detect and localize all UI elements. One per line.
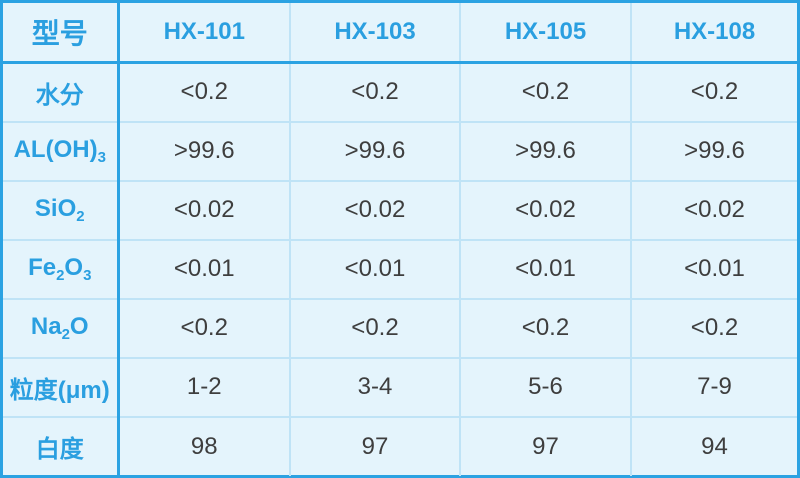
row-label: AL(OH)3 [3, 120, 120, 182]
value-cell: 94 [630, 415, 797, 476]
value-cell: 3-4 [289, 356, 461, 418]
value-cell: <0.2 [459, 61, 632, 123]
model-header: HX-108 [630, 3, 797, 64]
value-cell: >99.6 [459, 120, 632, 182]
table-row: Fe2O3 <0.01 <0.01 <0.01 <0.01 [3, 238, 797, 300]
value-cell: <0.01 [117, 238, 291, 300]
value-cell: >99.6 [630, 120, 797, 182]
value-cell: <0.2 [459, 297, 632, 359]
row-label: 水分 [3, 61, 120, 123]
label-text: O [69, 313, 89, 340]
label-text: 水分 [35, 81, 84, 109]
value-cell: <0.01 [289, 238, 461, 300]
value-cell: <0.2 [630, 61, 797, 123]
value-cell: <0.2 [630, 297, 797, 359]
value-cell: <0.2 [117, 61, 291, 123]
value-cell: 97 [289, 415, 461, 476]
header-row: 型号 HX-101 HX-103 HX-105 HX-108 [3, 3, 797, 64]
table-row: AL(OH)3 >99.6 >99.6 >99.6 >99.6 [3, 120, 797, 182]
value-cell: <0.02 [289, 179, 461, 241]
value-cell: <0.2 [117, 297, 291, 359]
model-header: HX-103 [289, 3, 461, 64]
value-cell: 97 [459, 415, 632, 476]
table-row: SiO2 <0.02 <0.02 <0.02 <0.02 [3, 179, 797, 241]
value-cell: 1-2 [117, 356, 291, 418]
table-row: 粒度(μm) 1-2 3-4 5-6 7-9 [3, 356, 797, 418]
value-cell: <0.02 [459, 179, 632, 241]
label-text: 粒度(μm) [9, 376, 110, 404]
value-cell: 7-9 [630, 356, 797, 418]
label-text: SiO [34, 195, 77, 222]
label-subscript: 2 [76, 208, 85, 225]
value-cell: <0.02 [630, 179, 797, 241]
label-subscript: 2 [61, 326, 70, 343]
header-label: 型号 [3, 3, 120, 64]
label-subscript: 3 [97, 149, 106, 166]
value-cell: 98 [117, 415, 291, 476]
table-row: 水分 <0.2 <0.2 <0.2 <0.2 [3, 61, 797, 123]
value-cell: <0.01 [630, 238, 797, 300]
label-text: Na [30, 313, 62, 340]
value-cell: <0.01 [459, 238, 632, 300]
label-text: Fe [28, 254, 57, 281]
row-label: 白度 [3, 415, 120, 476]
label-text: 白度 [35, 436, 84, 463]
value-cell: 5-6 [459, 356, 632, 418]
label-subscript: 3 [83, 267, 92, 284]
row-label: Na2O [3, 297, 120, 359]
value-cell: <0.2 [289, 61, 461, 123]
value-cell: >99.6 [289, 120, 461, 182]
model-header: HX-105 [459, 3, 632, 64]
row-label: 粒度(μm) [3, 356, 120, 418]
value-cell: >99.6 [117, 120, 291, 182]
row-label: SiO2 [3, 179, 120, 241]
row-label: Fe2O3 [3, 238, 120, 300]
table-row: 白度 98 97 97 94 [3, 415, 797, 476]
value-cell: <0.2 [289, 297, 461, 359]
value-cell: <0.02 [117, 179, 291, 241]
label-text: O [64, 254, 84, 281]
table-row: Na2O <0.2 <0.2 <0.2 <0.2 [3, 297, 797, 359]
model-header: HX-101 [117, 3, 291, 64]
label-text: AL(OH) [13, 136, 98, 163]
label-subscript: 2 [56, 267, 65, 284]
